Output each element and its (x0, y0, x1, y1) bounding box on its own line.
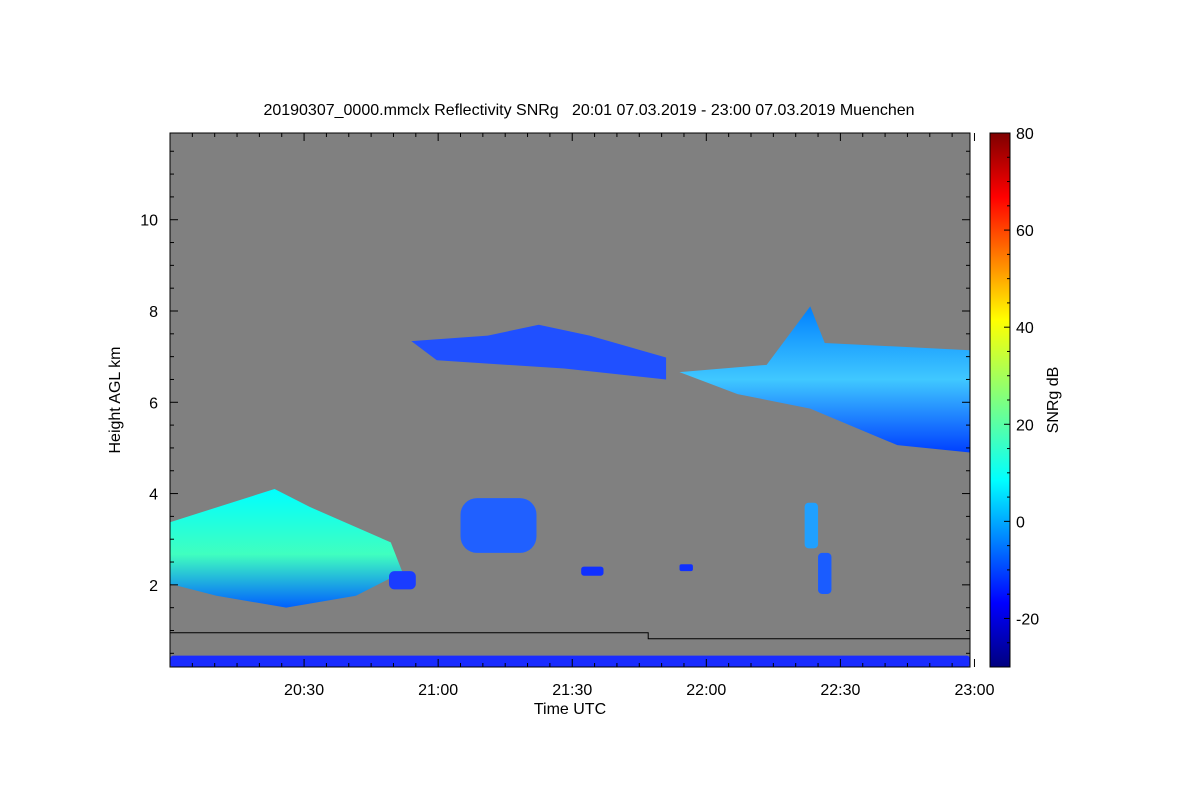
colorbar-tick-label: 80 (1016, 126, 1034, 143)
colorbar-tick-label: 0 (1016, 514, 1025, 531)
y-tick-label: 8 (149, 304, 158, 321)
echo-region (170, 655, 970, 667)
plot-frame (169, 132, 971, 668)
echo-region (679, 564, 693, 572)
y-tick-label: 4 (149, 487, 158, 504)
echo-region (679, 306, 970, 453)
echo-region (818, 552, 832, 594)
y-tick-label: 10 (140, 213, 158, 230)
y-axis-label: Height AGL km (107, 346, 124, 453)
echo-region (804, 502, 819, 549)
x-tick-label: 22:30 (820, 682, 860, 699)
x-tick-label: 23:00 (954, 682, 994, 699)
echo-regions (170, 306, 970, 667)
x-tick-label: 21:00 (418, 682, 458, 699)
x-tick-label: 20:30 (284, 682, 324, 699)
x-tick-label: 22:00 (686, 682, 726, 699)
y-tick-label: 6 (149, 395, 158, 412)
colorbar-tick-label: 60 (1016, 223, 1034, 240)
echo-region (170, 489, 403, 608)
colorbar-tick-label: 20 (1016, 417, 1034, 434)
colorbar-tick-label: 40 (1016, 320, 1034, 337)
overlay-line (170, 632, 970, 640)
y-tick-label: 2 (149, 578, 158, 595)
y-axis: 2 4 6 8 10 (140, 150, 970, 654)
colorbar-tick-label: -20 (1016, 611, 1039, 628)
chart-title: 20190307_0000.mmclx Reflectivity SNRg 20… (263, 102, 914, 119)
x-axis: 20:30 21:00 21:30 22:00 22:30 23:00 (191, 133, 995, 699)
colorbar-label: SNRg dB (1045, 367, 1062, 434)
echo-region (581, 566, 604, 576)
echo-region (460, 498, 537, 553)
colorbar-ticks: -20 0 20 40 60 80 (1004, 126, 1039, 644)
x-tick-label: 21:30 (552, 682, 592, 699)
overlay-line-layer (170, 632, 970, 640)
echo-region (388, 571, 416, 590)
x-axis-label: Time UTC (534, 701, 606, 718)
echo-region (411, 324, 667, 380)
